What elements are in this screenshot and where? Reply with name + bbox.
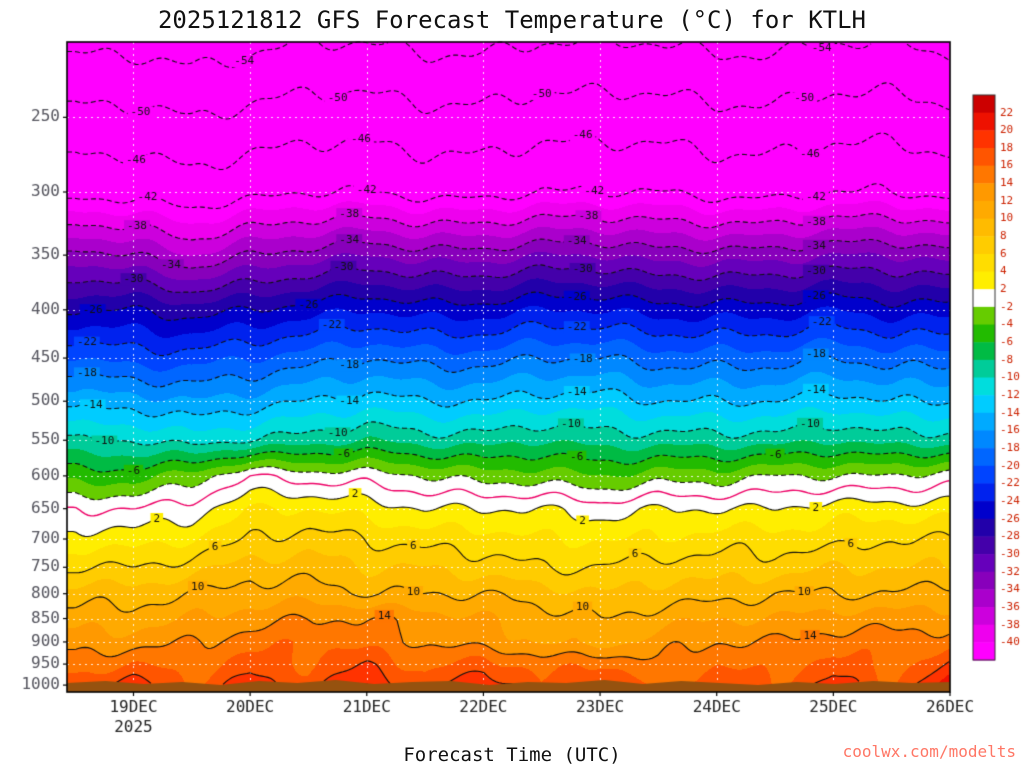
watermark-link[interactable]: coolwx.com/modelts	[842, 742, 1016, 761]
x-axis-label: Forecast Time (UTC)	[403, 744, 621, 766]
chart-title: 2025121812 GFS Forecast Temperature (°C)…	[157, 6, 866, 34]
